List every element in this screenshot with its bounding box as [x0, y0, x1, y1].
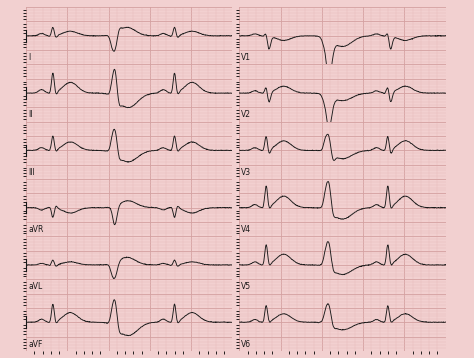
- Text: aVF: aVF: [28, 339, 43, 349]
- Text: V5: V5: [241, 282, 252, 291]
- Text: I: I: [28, 53, 30, 62]
- Text: III: III: [28, 168, 35, 177]
- Text: V6: V6: [241, 339, 252, 349]
- Text: V4: V4: [241, 225, 252, 234]
- Text: V1: V1: [241, 53, 251, 62]
- Text: aVL: aVL: [28, 282, 42, 291]
- Text: aVR: aVR: [28, 225, 44, 234]
- Text: II: II: [28, 110, 33, 120]
- Text: V3: V3: [241, 168, 252, 177]
- Text: V2: V2: [241, 110, 251, 120]
